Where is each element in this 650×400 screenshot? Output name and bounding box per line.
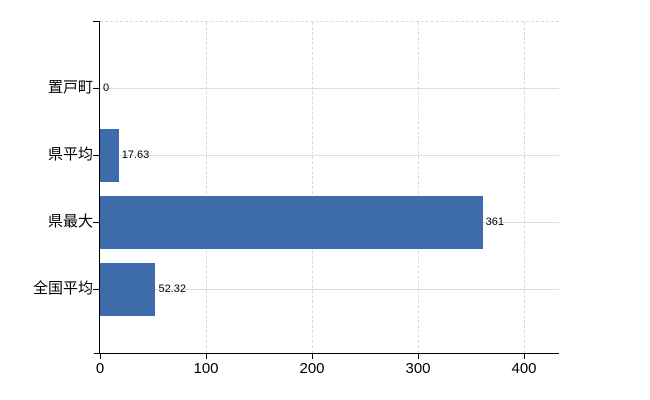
y-grid-line bbox=[100, 288, 559, 290]
y-grid-line bbox=[100, 87, 559, 89]
category-label: 県最大 bbox=[47, 213, 93, 230]
x-axis-tick bbox=[417, 353, 419, 359]
plot-area: 0 100 200 300 400 置戸町 0 県平均 17.63 県最大 361 全国平均 52.32 bbox=[33, 21, 559, 377]
x-tick-label: 300 bbox=[405, 360, 431, 377]
y-axis-tick bbox=[93, 221, 99, 223]
x-tick-label: 200 bbox=[299, 360, 325, 377]
x-grid-line bbox=[418, 22, 419, 353]
y-axis-tick bbox=[93, 154, 99, 156]
y-grid-line bbox=[100, 154, 559, 156]
x-tick-label: 400 bbox=[511, 360, 537, 377]
y-axis-tick bbox=[93, 288, 99, 290]
value-label: 52.32 bbox=[158, 283, 186, 295]
bar bbox=[100, 196, 483, 249]
x-axis-tick bbox=[205, 353, 207, 359]
y-axis-line bbox=[99, 21, 100, 354]
x-grid-line bbox=[312, 22, 313, 353]
value-label: 361 bbox=[485, 216, 505, 228]
x-axis-line bbox=[94, 353, 559, 354]
x-tick-label: 0 bbox=[95, 360, 105, 377]
x-axis-tick bbox=[311, 353, 313, 359]
bar bbox=[100, 263, 156, 316]
value-label: 0 bbox=[103, 82, 110, 94]
category-label: 置戸町 bbox=[47, 79, 93, 96]
x-grid-line bbox=[524, 22, 525, 353]
x-grid-line bbox=[206, 22, 207, 353]
plot-top-border bbox=[100, 21, 559, 22]
bar bbox=[100, 129, 119, 182]
y-axis-tick bbox=[93, 87, 99, 89]
category-label: 全国平均 bbox=[32, 280, 93, 297]
category-label: 県平均 bbox=[47, 146, 93, 163]
y-axis-top-tick bbox=[93, 21, 100, 22]
x-axis-tick bbox=[99, 353, 101, 359]
value-label: 17.63 bbox=[121, 149, 150, 161]
x-axis-tick bbox=[523, 353, 525, 359]
x-tick-label: 100 bbox=[193, 360, 219, 377]
